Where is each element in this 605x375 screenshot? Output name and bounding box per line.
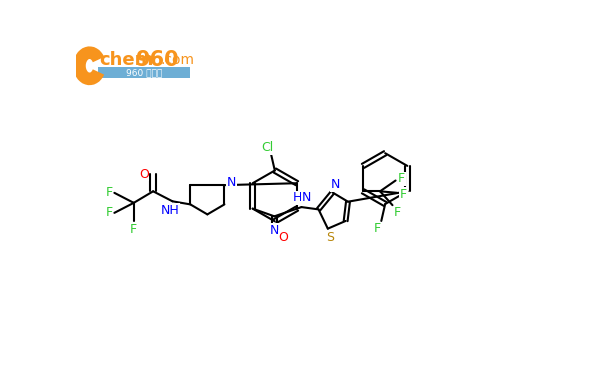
Text: H: H (293, 191, 302, 204)
Text: F: F (398, 172, 405, 186)
Text: F: F (105, 206, 113, 219)
Text: F: F (394, 206, 401, 219)
Text: N: N (227, 176, 236, 189)
Text: F: F (400, 188, 407, 201)
Text: .com: .com (160, 53, 194, 67)
Text: 960 化工网: 960 化工网 (126, 68, 162, 77)
Text: F: F (130, 223, 137, 236)
Bar (98, 68, 189, 78)
Text: O: O (139, 168, 149, 181)
Text: Cl: Cl (261, 141, 273, 154)
Text: NH: NH (161, 204, 180, 217)
Text: N: N (301, 191, 311, 204)
Text: N: N (331, 178, 340, 191)
Text: chem: chem (100, 51, 154, 69)
Text: F: F (105, 186, 113, 200)
Text: N: N (270, 224, 280, 237)
Text: 960: 960 (136, 50, 180, 70)
Text: S: S (326, 231, 334, 244)
Text: F: F (374, 222, 381, 235)
Text: O: O (279, 231, 289, 244)
